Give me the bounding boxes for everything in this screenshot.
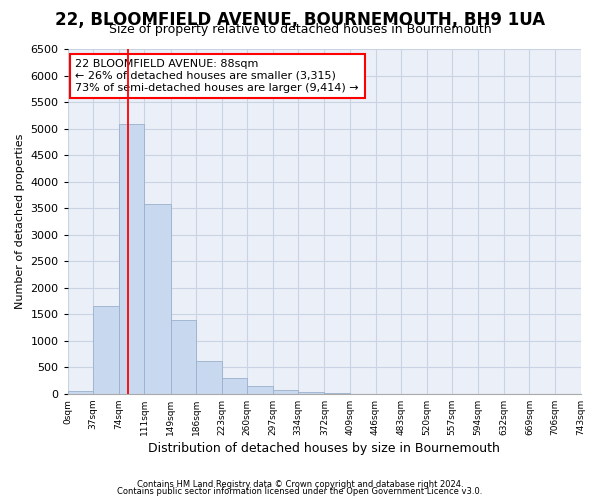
Y-axis label: Number of detached properties: Number of detached properties (15, 134, 25, 309)
Bar (247, 386, 272, 394)
Bar (272, 390, 298, 394)
Bar (119, 124, 145, 394)
Bar (170, 320, 196, 394)
Bar (298, 392, 325, 394)
Bar (68, 390, 93, 394)
Text: Contains HM Land Registry data © Crown copyright and database right 2024.: Contains HM Land Registry data © Crown c… (137, 480, 463, 489)
Bar (93, 306, 119, 394)
Bar (196, 362, 221, 394)
Text: 22 BLOOMFIELD AVENUE: 88sqm
← 26% of detached houses are smaller (3,315)
73% of : 22 BLOOMFIELD AVENUE: 88sqm ← 26% of det… (76, 60, 359, 92)
Text: Size of property relative to detached houses in Bournemouth: Size of property relative to detached ho… (109, 22, 491, 36)
Bar (145, 204, 170, 394)
X-axis label: Distribution of detached houses by size in Bournemouth: Distribution of detached houses by size … (148, 442, 500, 455)
Text: 22, BLOOMFIELD AVENUE, BOURNEMOUTH, BH9 1UA: 22, BLOOMFIELD AVENUE, BOURNEMOUTH, BH9 … (55, 11, 545, 29)
Bar (221, 378, 247, 394)
Text: Contains public sector information licensed under the Open Government Licence v3: Contains public sector information licen… (118, 487, 482, 496)
